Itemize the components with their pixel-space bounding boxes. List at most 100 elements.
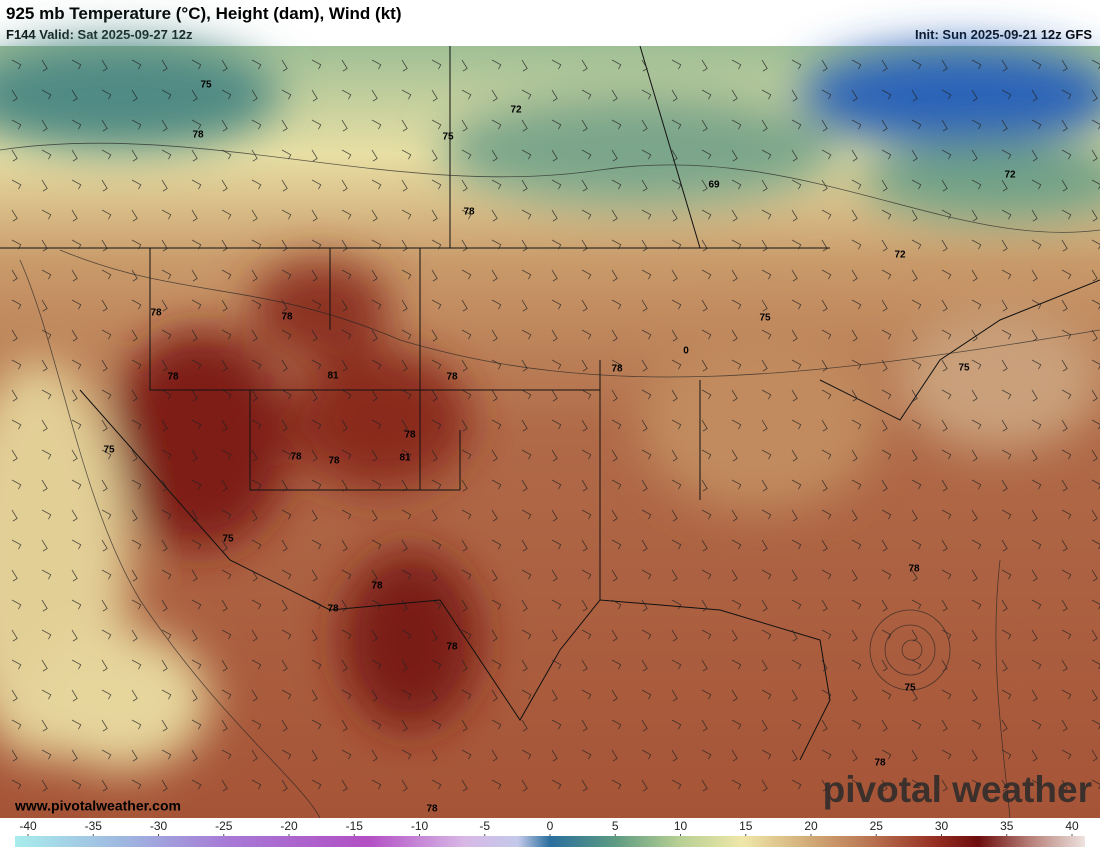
wind-barb (911, 329, 918, 342)
wind-barb (251, 629, 258, 642)
wind-barb (971, 659, 982, 670)
wind-barb (11, 689, 18, 702)
wind-barb (281, 269, 292, 280)
wind-barb (701, 719, 708, 732)
wind-barb (311, 359, 322, 370)
wind-barb (581, 479, 588, 492)
wind-barb (461, 179, 468, 192)
wind-barb (821, 359, 828, 372)
wind-barb (971, 419, 982, 430)
wind-barb (791, 749, 798, 762)
wind-barb (431, 329, 438, 342)
wind-barb (671, 659, 682, 670)
wind-barb (1001, 449, 1012, 460)
wind-barb (251, 509, 258, 522)
wind-barb (431, 779, 442, 790)
wind-barb (371, 449, 378, 462)
wind-barb (791, 509, 798, 522)
wind-barb (521, 419, 528, 432)
wind-barb (101, 89, 112, 100)
wind-barb (701, 389, 712, 400)
wind-barb (221, 89, 232, 100)
wind-barb (761, 239, 768, 252)
wind-barb (371, 389, 378, 402)
wind-barb (851, 149, 858, 162)
wind-barb (41, 239, 48, 252)
wind-barb (971, 179, 982, 190)
wind-barb (551, 269, 558, 282)
wind-barb (161, 659, 168, 672)
contour-label: 78 (426, 804, 438, 815)
wind-barb (461, 569, 472, 580)
wind-barb (791, 119, 802, 130)
wind-barb (101, 719, 108, 732)
wind-barb (281, 149, 292, 160)
wind-barb (521, 569, 532, 580)
wind-barb (521, 599, 528, 612)
wind-barb (251, 659, 262, 670)
wind-barb (341, 209, 352, 220)
wind-barb (221, 749, 232, 760)
wind-barb (821, 509, 832, 520)
wind-barb (431, 359, 442, 370)
wind-barb (851, 119, 862, 130)
wind-barb (791, 689, 798, 702)
wind-barb (221, 119, 228, 132)
wind-barb (641, 449, 652, 460)
wind-barb (581, 629, 592, 640)
wind-barb (461, 449, 472, 460)
wind-barb (1031, 779, 1042, 790)
wind-barb (701, 749, 712, 760)
wind-barb (251, 89, 258, 102)
wind-barb (371, 509, 378, 522)
wind-barb (461, 299, 468, 312)
wind-barb (191, 539, 202, 550)
wind-barb (821, 539, 828, 552)
wind-barb (701, 329, 712, 340)
wind-barb (701, 509, 712, 520)
wind-barb (281, 629, 292, 640)
wind-barb (971, 149, 978, 162)
wind-barb (1091, 179, 1100, 190)
wind-barb (1061, 629, 1072, 640)
wind-barb (1061, 659, 1068, 672)
wind-barb (71, 449, 78, 462)
wind-barb (11, 779, 22, 790)
wind-barb (491, 659, 502, 670)
wind-barb (731, 269, 738, 282)
wind-barb (1061, 419, 1068, 432)
wind-barb (791, 629, 798, 642)
wind-barb (851, 209, 858, 222)
wind-barb (71, 419, 82, 430)
wind-barb (551, 719, 562, 730)
wind-barb (41, 149, 52, 160)
wind-barb (971, 59, 982, 70)
wind-barb (941, 569, 952, 580)
wind-barb (971, 779, 982, 790)
wind-barb (251, 419, 262, 430)
wind-barb (731, 299, 742, 310)
wind-barb (1061, 179, 1068, 192)
wind-barb (821, 179, 828, 192)
wind-barb (11, 59, 22, 70)
wind-barb (671, 419, 682, 430)
wind-barb (731, 359, 742, 370)
wind-barb (1091, 149, 1098, 162)
wind-barb (941, 299, 948, 312)
wind-barb (611, 449, 618, 462)
wind-barb (191, 509, 198, 522)
wind-barb (431, 59, 442, 70)
wind-barb (671, 689, 678, 702)
wind-barb (1031, 59, 1042, 70)
wind-barb (11, 599, 22, 610)
wind-barb (1001, 779, 1008, 792)
wind-barb (731, 509, 738, 522)
wind-barb (1031, 509, 1038, 522)
wind-barb (341, 149, 352, 160)
wind-barb (191, 359, 202, 370)
wind-barb (161, 119, 168, 132)
wind-barb (371, 329, 378, 342)
wind-barb (401, 689, 412, 700)
wind-barb (191, 209, 198, 222)
wind-barb (881, 779, 888, 792)
